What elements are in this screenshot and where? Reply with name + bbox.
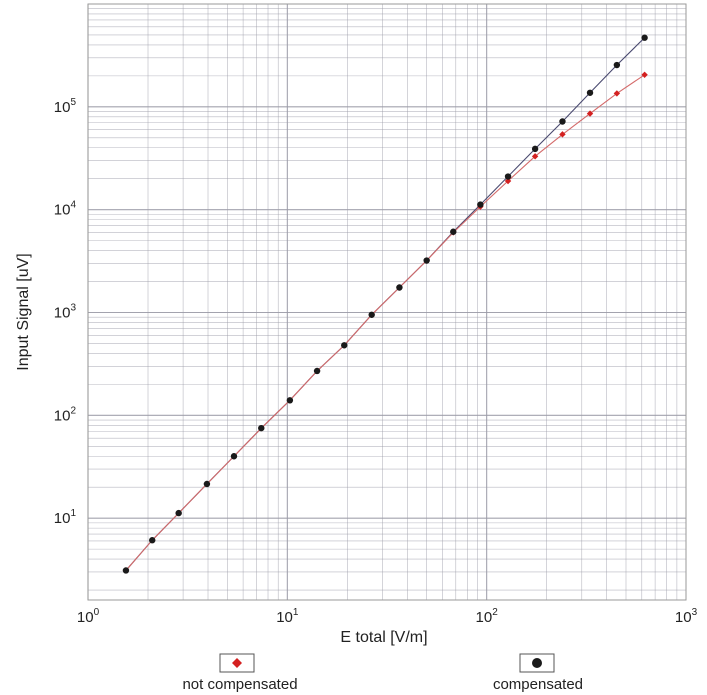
y-axis-ticks: 101 102 103 104 105 (54, 97, 77, 527)
data-point-compensated (203, 480, 211, 488)
x-tick-label: 102 (476, 607, 499, 626)
plot-area-frame (87, 3, 687, 601)
data-point-compensated (531, 145, 539, 153)
x-axis-ticks: 100 101 102 103 (77, 607, 698, 626)
y-tick-label: 104 (54, 200, 77, 219)
series-markers (122, 34, 648, 574)
x-tick-label: 101 (276, 607, 299, 626)
legend-label: not compensated (182, 676, 297, 693)
data-point-compensated (477, 201, 484, 208)
legend: not compensated compensated (182, 653, 583, 693)
y-axis-label: Input Signal [uV] (15, 253, 32, 370)
data-point-compensated (450, 228, 457, 235)
legend-item-compensated: compensated (493, 653, 583, 693)
legend-item-not-compensated: not compensated (182, 653, 298, 693)
data-point-compensated (641, 34, 648, 41)
data-point-not-compensated (613, 90, 621, 97)
data-point-compensated (149, 537, 156, 544)
data-point-not-compensated (504, 177, 512, 185)
data-point-compensated (504, 173, 512, 180)
data-point-compensated (341, 342, 348, 349)
data-point-compensated (122, 567, 130, 574)
y-tick-label: 105 (54, 97, 77, 116)
data-point-not-compensated (586, 110, 594, 117)
grid (87, 4, 686, 600)
data-point-compensated (613, 61, 621, 69)
data-point-compensated (313, 367, 321, 375)
legend-circle-icon (532, 658, 542, 668)
series-line-not-compensated (125, 74, 645, 571)
x-tick-label: 103 (675, 607, 698, 626)
data-point-not-compensated (641, 71, 648, 78)
data-point-compensated (286, 397, 294, 404)
data-point-not-compensated (531, 153, 539, 160)
series-line-compensated (125, 37, 645, 571)
data-point-compensated (559, 118, 566, 125)
data-point-compensated (396, 284, 403, 291)
data-point-compensated (586, 89, 594, 96)
y-tick-label: 101 (54, 508, 77, 527)
data-point-not-compensated (559, 131, 566, 138)
y-tick-label: 103 (54, 302, 77, 321)
data-point-compensated (175, 509, 182, 517)
legend-label: compensated (493, 676, 583, 693)
data-point-compensated (423, 257, 430, 264)
data-point-compensated (368, 311, 375, 318)
data-point-compensated (258, 424, 265, 432)
series-lines (125, 37, 645, 571)
y-tick-label: 102 (54, 405, 77, 424)
data-point-compensated (230, 453, 238, 460)
x-axis-label: E total [V/m] (340, 629, 427, 646)
legend-diamond-icon (232, 658, 242, 668)
x-tick-label: 100 (77, 607, 100, 626)
